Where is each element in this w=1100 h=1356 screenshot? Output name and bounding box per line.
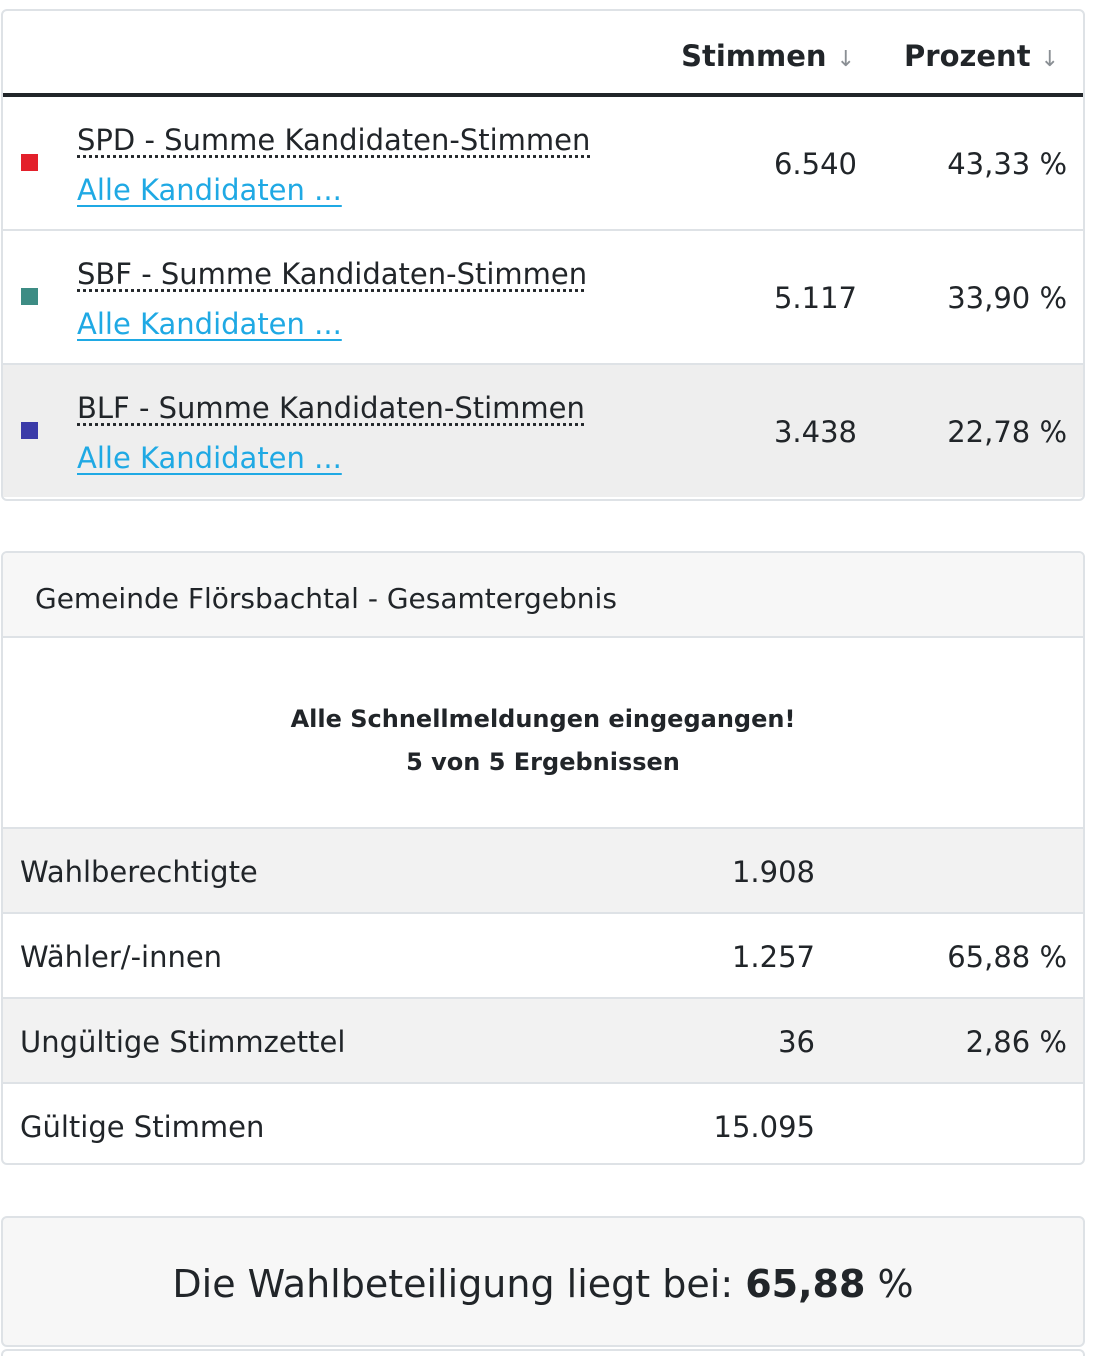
stat-value: 36 [778, 1025, 815, 1059]
party-votes: 6.540 [773, 147, 857, 181]
stat-row: Wahlberechtigte 1.908 [3, 827, 1083, 912]
stat-label: Gültige Stimmen [20, 1110, 265, 1144]
table-row: SPD - Summe Kandidaten-Stimmen Alle Kand… [3, 97, 1083, 231]
party-results-table: Stimmen ↓ Prozent ↓ SPD - Summe Kandidaten… [1, 9, 1085, 501]
party-color-swatch [21, 422, 38, 439]
party-votes: 3.438 [773, 415, 857, 449]
party-percent: 33,90 % [947, 281, 1067, 315]
column-header-votes[interactable]: Stimmen ↓ [681, 39, 855, 73]
party-percent: 22,78 % [947, 415, 1067, 449]
turnout-card: Die Wahlbeteiligung liegt bei: 65,88 % [1, 1216, 1085, 1347]
turnout-unit: % [865, 1262, 914, 1306]
table-header: Stimmen ↓ Prozent ↓ [3, 11, 1083, 97]
all-candidates-link[interactable]: Alle Kandidaten ... [77, 307, 342, 341]
status-line-complete: Alle Schnellmeldungen eingegangen! [290, 705, 796, 733]
reporting-status: Alle Schnellmeldungen eingegangen! 5 von… [3, 638, 1083, 827]
table-row: BLF - Summe Kandidaten-Stimmen Alle Kand… [3, 365, 1083, 497]
table-row: SBF - Summe Kandidaten-Stimmen Alle Kand… [3, 231, 1083, 365]
party-name[interactable]: BLF - Summe Kandidaten-Stimmen [77, 391, 585, 425]
sort-arrow-icon: ↓ [836, 47, 855, 72]
all-candidates-link[interactable]: Alle Kandidaten ... [77, 441, 342, 475]
stat-percent: 2,86 % [965, 1025, 1067, 1059]
stat-value: 1.908 [731, 855, 815, 889]
stat-label: Wahlberechtigte [20, 855, 258, 889]
sort-arrow-icon: ↓ [1040, 47, 1059, 72]
summary-card: Gemeinde Flörsbachtal - Gesamtergebnis A… [1, 551, 1085, 1165]
stat-value: 15.095 [713, 1110, 815, 1144]
party-color-swatch [21, 288, 38, 305]
party-votes: 5.117 [773, 281, 857, 315]
party-color-swatch [21, 154, 38, 171]
stat-row: Gültige Stimmen 15.095 [3, 1082, 1083, 1163]
stat-label: Wähler/-innen [20, 940, 223, 974]
turnout-label: Die Wahlbeteiligung liegt bei: [172, 1262, 746, 1306]
stat-row: Ungültige Stimmzettel 36 2,86 % [3, 997, 1083, 1082]
column-header-percent[interactable]: Prozent ↓ [904, 39, 1059, 73]
stat-label: Ungültige Stimmzettel [20, 1025, 346, 1059]
stat-row: Wähler/-innen 1.257 65,88 % [3, 912, 1083, 997]
column-header-percent-label: Prozent [904, 39, 1031, 73]
party-name[interactable]: SPD - Summe Kandidaten-Stimmen [77, 123, 591, 157]
party-name[interactable]: SBF - Summe Kandidaten-Stimmen [77, 257, 588, 291]
stat-value: 1.257 [731, 940, 815, 974]
stat-percent: 65,88 % [947, 940, 1067, 974]
all-candidates-link[interactable]: Alle Kandidaten ... [77, 173, 342, 207]
status-line-count: 5 von 5 Ergebnissen [406, 748, 680, 776]
turnout-value: 65,88 [745, 1262, 866, 1306]
summary-title: Gemeinde Flörsbachtal - Gesamtergebnis [3, 553, 1083, 638]
next-card-edge [1, 1349, 1085, 1356]
party-percent: 43,33 % [947, 147, 1067, 181]
column-header-votes-label: Stimmen [681, 39, 827, 73]
